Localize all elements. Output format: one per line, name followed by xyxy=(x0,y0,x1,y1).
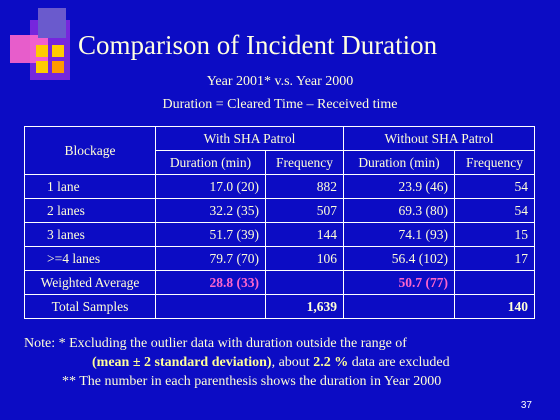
title: Comparison of Incident Duration xyxy=(78,30,438,60)
table-row: >=4 lanes 79.7 (70) 106 56.4 (102) 17 xyxy=(24,246,535,271)
page-number: 37 xyxy=(520,400,532,411)
table-cell: 56.4 (102) xyxy=(343,246,455,271)
table-cell: Duration (min) xyxy=(155,150,266,175)
table-cell: 51.7 (39) xyxy=(155,222,266,247)
table-cell: 106 xyxy=(265,246,344,271)
table-cell: 17.0 (20) xyxy=(155,174,266,199)
note-text: , about xyxy=(271,355,314,370)
subtitle: Year 2001* v.s. Year 2000 xyxy=(206,74,354,89)
table-row: 3 lanes 51.7 (39) 144 74.1 (93) 15 xyxy=(24,222,535,247)
note-emph: 2.2 % xyxy=(313,355,349,370)
table-cell: Frequency xyxy=(454,150,535,175)
table-cell: With SHA Patrol xyxy=(155,126,344,151)
table-row: Blockage With SHA Patrol Without SHA Patro… xyxy=(24,126,535,175)
note: (mean ± 2 standard deviation), about 2.2… xyxy=(92,355,450,371)
table-cell: 54 xyxy=(454,174,535,199)
table-cell: Duration (min) xyxy=(343,150,455,175)
table-cell: 1 lane xyxy=(24,174,156,199)
table-cell xyxy=(155,294,266,319)
table-cell: >=4 lanes xyxy=(24,246,156,271)
table-cell xyxy=(454,270,535,295)
table-cell: Blockage xyxy=(24,126,156,175)
table-cell: 50.7 (77) xyxy=(343,270,455,295)
table-cell xyxy=(343,294,455,319)
table-cell: 17 xyxy=(454,246,535,271)
note-text: data are excluded xyxy=(348,355,450,370)
logo xyxy=(10,8,70,80)
table-cell: 882 xyxy=(265,174,344,199)
table-cell: 144 xyxy=(265,222,344,247)
table-row: Total Samples 1,639 140 xyxy=(24,294,535,319)
table-cell: 54 xyxy=(454,198,535,223)
note-emph: (mean ± 2 standard deviation) xyxy=(92,355,272,370)
table-cell: 2 lanes xyxy=(24,198,156,223)
note: ** The number in each parenthesis shows … xyxy=(62,374,442,389)
table-cell xyxy=(265,270,344,295)
table-cell: Without SHA Patrol xyxy=(343,126,535,151)
note: Note: * Excluding the outlier data with … xyxy=(24,336,407,351)
table-row: 2 lanes 32.2 (35) 507 69.3 (80) 54 xyxy=(24,198,535,223)
table-row: Weighted Average 28.8 (33) 50.7 (77) xyxy=(24,270,535,295)
table-cell: 3 lanes xyxy=(24,222,156,247)
table-cell: 69.3 (80) xyxy=(343,198,455,223)
subtitle: Duration = Cleared Time – Received time xyxy=(162,97,398,112)
table-cell: Frequency xyxy=(265,150,344,175)
table-cell: 28.8 (33) xyxy=(155,270,266,295)
table-cell: 74.1 (93) xyxy=(343,222,455,247)
table-cell: Total Samples xyxy=(24,294,156,319)
table-cell: 140 xyxy=(454,294,535,319)
table: Blockage With SHA Patrol Without SHA Patro… xyxy=(24,126,535,319)
table-cell: 23.9 (46) xyxy=(343,174,455,199)
table-row: Duration (min) Frequency Duration (min) Fre… xyxy=(25,150,535,175)
table-cell: 79.7 (70) xyxy=(155,246,266,271)
table-row: 1 lane 17.0 (20) 882 23.9 (46) 54 xyxy=(24,174,535,199)
table-cell: 1,639 xyxy=(265,294,344,319)
table-cell: 15 xyxy=(454,222,535,247)
table-cell: 32.2 (35) xyxy=(155,198,266,223)
table-cell: 507 xyxy=(265,198,344,223)
table-cell: Weighted Average xyxy=(24,270,156,295)
